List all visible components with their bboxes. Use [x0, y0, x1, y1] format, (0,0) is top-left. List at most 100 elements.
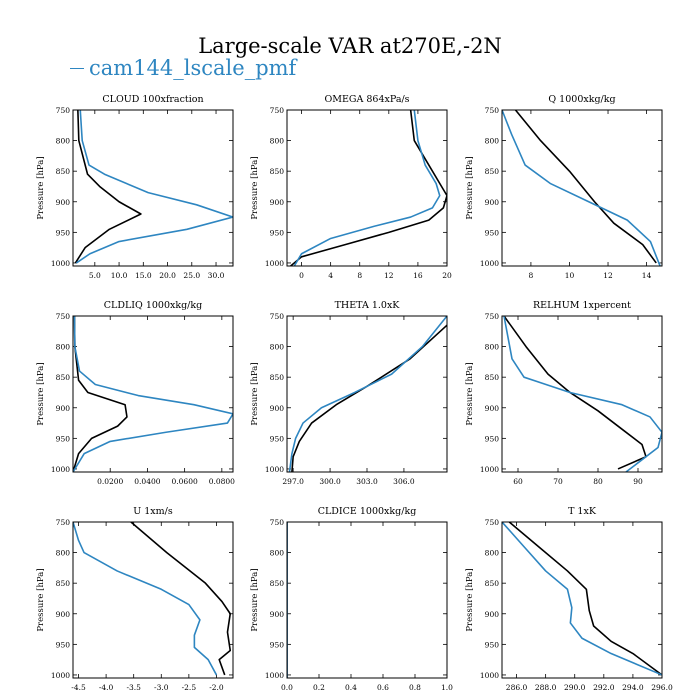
reference-line: [74, 110, 142, 264]
y-tick-label: 750: [56, 518, 71, 527]
x-tick-label: 290.0: [564, 683, 586, 692]
y-tick-label: 900: [270, 610, 285, 619]
y-tick-label: 850: [56, 167, 71, 176]
panel-1: OMEGA 864xPa/s Pressure [hPa] 750 800 850 900…: [250, 94, 452, 280]
x-tick-label: 0.0600: [172, 477, 198, 486]
x-tick-label: 4: [328, 271, 333, 280]
x-tick-label: 20: [442, 271, 452, 280]
x-tick-label: 60: [513, 477, 523, 486]
panel-title: CLOUD 100xfraction: [102, 94, 203, 105]
y-axis-label: Pressure [hPa]: [36, 568, 46, 631]
x-tick-label: 0.0200: [97, 477, 123, 486]
y-tick-label: 850: [485, 579, 500, 588]
x-tick-label: 288.0: [535, 683, 557, 692]
panel-6: U 1xm/s Pressure [hPa] 750 800 850 900 950 1000…: [36, 506, 234, 692]
x-tick-label: 20.0: [159, 271, 176, 280]
x-tick-label: 294.0: [622, 683, 644, 692]
y-tick-label: 1000: [51, 465, 70, 474]
reference-line: [130, 522, 232, 676]
y-tick-label: 900: [485, 404, 500, 413]
x-tick-label: 0.2: [313, 683, 325, 692]
y-tick-label: 800: [56, 343, 71, 352]
panel-frame: [72, 109, 234, 267]
y-tick-label: 850: [485, 167, 500, 176]
x-tick-label: -2.0: [209, 683, 224, 692]
panel-title: OMEGA 864xPa/s: [324, 94, 409, 105]
y-tick-label: 950: [56, 434, 71, 443]
y-tick-label: 800: [270, 137, 285, 146]
x-tick-label: 306.0: [393, 477, 415, 486]
x-tick-label: 300.0: [319, 477, 341, 486]
legend-line-swatch: [70, 68, 84, 69]
y-tick-label: 800: [270, 343, 285, 352]
series-group: [74, 110, 233, 264]
x-tick-label: 292.0: [593, 683, 615, 692]
y-axis-label: Pressure [hPa]: [36, 362, 46, 425]
panel-frame: [286, 521, 448, 679]
y-tick-label: 900: [56, 610, 71, 619]
panel-frame: [286, 109, 448, 267]
panel-0: CLOUD 100xfraction Pressure [hPa] 750 800 85…: [36, 94, 234, 280]
y-tick-label: 750: [56, 106, 71, 115]
y-tick-label: 800: [485, 343, 500, 352]
y-tick-label: 750: [485, 106, 500, 115]
series-group: [73, 522, 232, 676]
panel-8: T 1xK Pressure [hPa] 750 800 850 900 950 1000 28…: [465, 506, 673, 692]
x-tick-label: 5.0: [89, 271, 101, 280]
y-tick-label: 900: [485, 198, 500, 207]
y-tick-label: 900: [56, 198, 71, 207]
x-tick-label: -2.5: [182, 683, 197, 692]
y-tick-label: 750: [270, 518, 285, 527]
y-axis-label: Pressure [hPa]: [250, 156, 260, 219]
y-tick-label: 750: [485, 518, 500, 527]
panel-frame: [286, 315, 448, 473]
y-tick-label: 850: [56, 373, 71, 382]
y-tick-label: 750: [485, 312, 500, 321]
y-tick-label: 1000: [480, 671, 499, 680]
series-group: [502, 522, 662, 676]
series-group: [503, 316, 662, 472]
reference-line: [73, 316, 128, 472]
x-tick-label: 0.0800: [209, 477, 235, 486]
panel-title: THETA 1.0xK: [335, 300, 401, 311]
x-tick-label: 10.0: [111, 271, 128, 280]
y-axis-label: Pressure [hPa]: [250, 568, 260, 631]
y-tick-label: 1000: [51, 259, 70, 268]
y-axis-label: Pressure [hPa]: [465, 568, 475, 631]
series-group: [502, 110, 661, 266]
case-line: [73, 522, 218, 676]
y-axis-label: Pressure [hPa]: [250, 362, 260, 425]
x-tick-label: 286.0: [506, 683, 528, 692]
y-tick-label: 800: [485, 137, 500, 146]
x-tick-label: -4.0: [99, 683, 114, 692]
y-axis-label: Pressure [hPa]: [465, 156, 475, 219]
x-tick-label: 8: [357, 271, 362, 280]
y-tick-label: 1000: [480, 259, 499, 268]
panel-2: Q 1000xkg/kg Pressure [hPa] 750 800 850 900 95…: [465, 94, 663, 280]
x-tick-label: 12: [603, 271, 613, 280]
y-tick-label: 900: [485, 610, 500, 619]
panel-4: THETA 1.0xK Pressure [hPa] 750 800 850 900 950…: [250, 300, 448, 486]
y-tick-label: 950: [56, 640, 71, 649]
y-tick-label: 850: [270, 373, 285, 382]
y-tick-label: 850: [270, 579, 285, 588]
panel-frame: [501, 109, 663, 267]
panel-title: CLDLIQ 1000xkg/kg: [104, 300, 202, 311]
x-tick-label: 14: [642, 271, 652, 280]
y-tick-label: 900: [270, 198, 285, 207]
panel-title: CLDICE 1000xkg/kg: [318, 506, 417, 517]
x-tick-label: 15.0: [135, 271, 152, 280]
panel-frame: [72, 315, 234, 473]
case-line: [502, 522, 662, 676]
y-tick-label: 900: [270, 404, 285, 413]
main-title: Large-scale VAR at270E,-2N: [198, 34, 502, 58]
panel-title: Q 1000xkg/kg: [548, 94, 615, 105]
panel-frame: [72, 521, 234, 679]
case-line: [293, 110, 441, 266]
y-tick-label: 800: [56, 137, 71, 146]
x-tick-label: 0.4: [345, 683, 357, 692]
case-line: [75, 110, 233, 264]
x-tick-label: 70: [553, 477, 563, 486]
panel-title: U 1xm/s: [133, 506, 173, 517]
panel-frame: [501, 521, 663, 679]
